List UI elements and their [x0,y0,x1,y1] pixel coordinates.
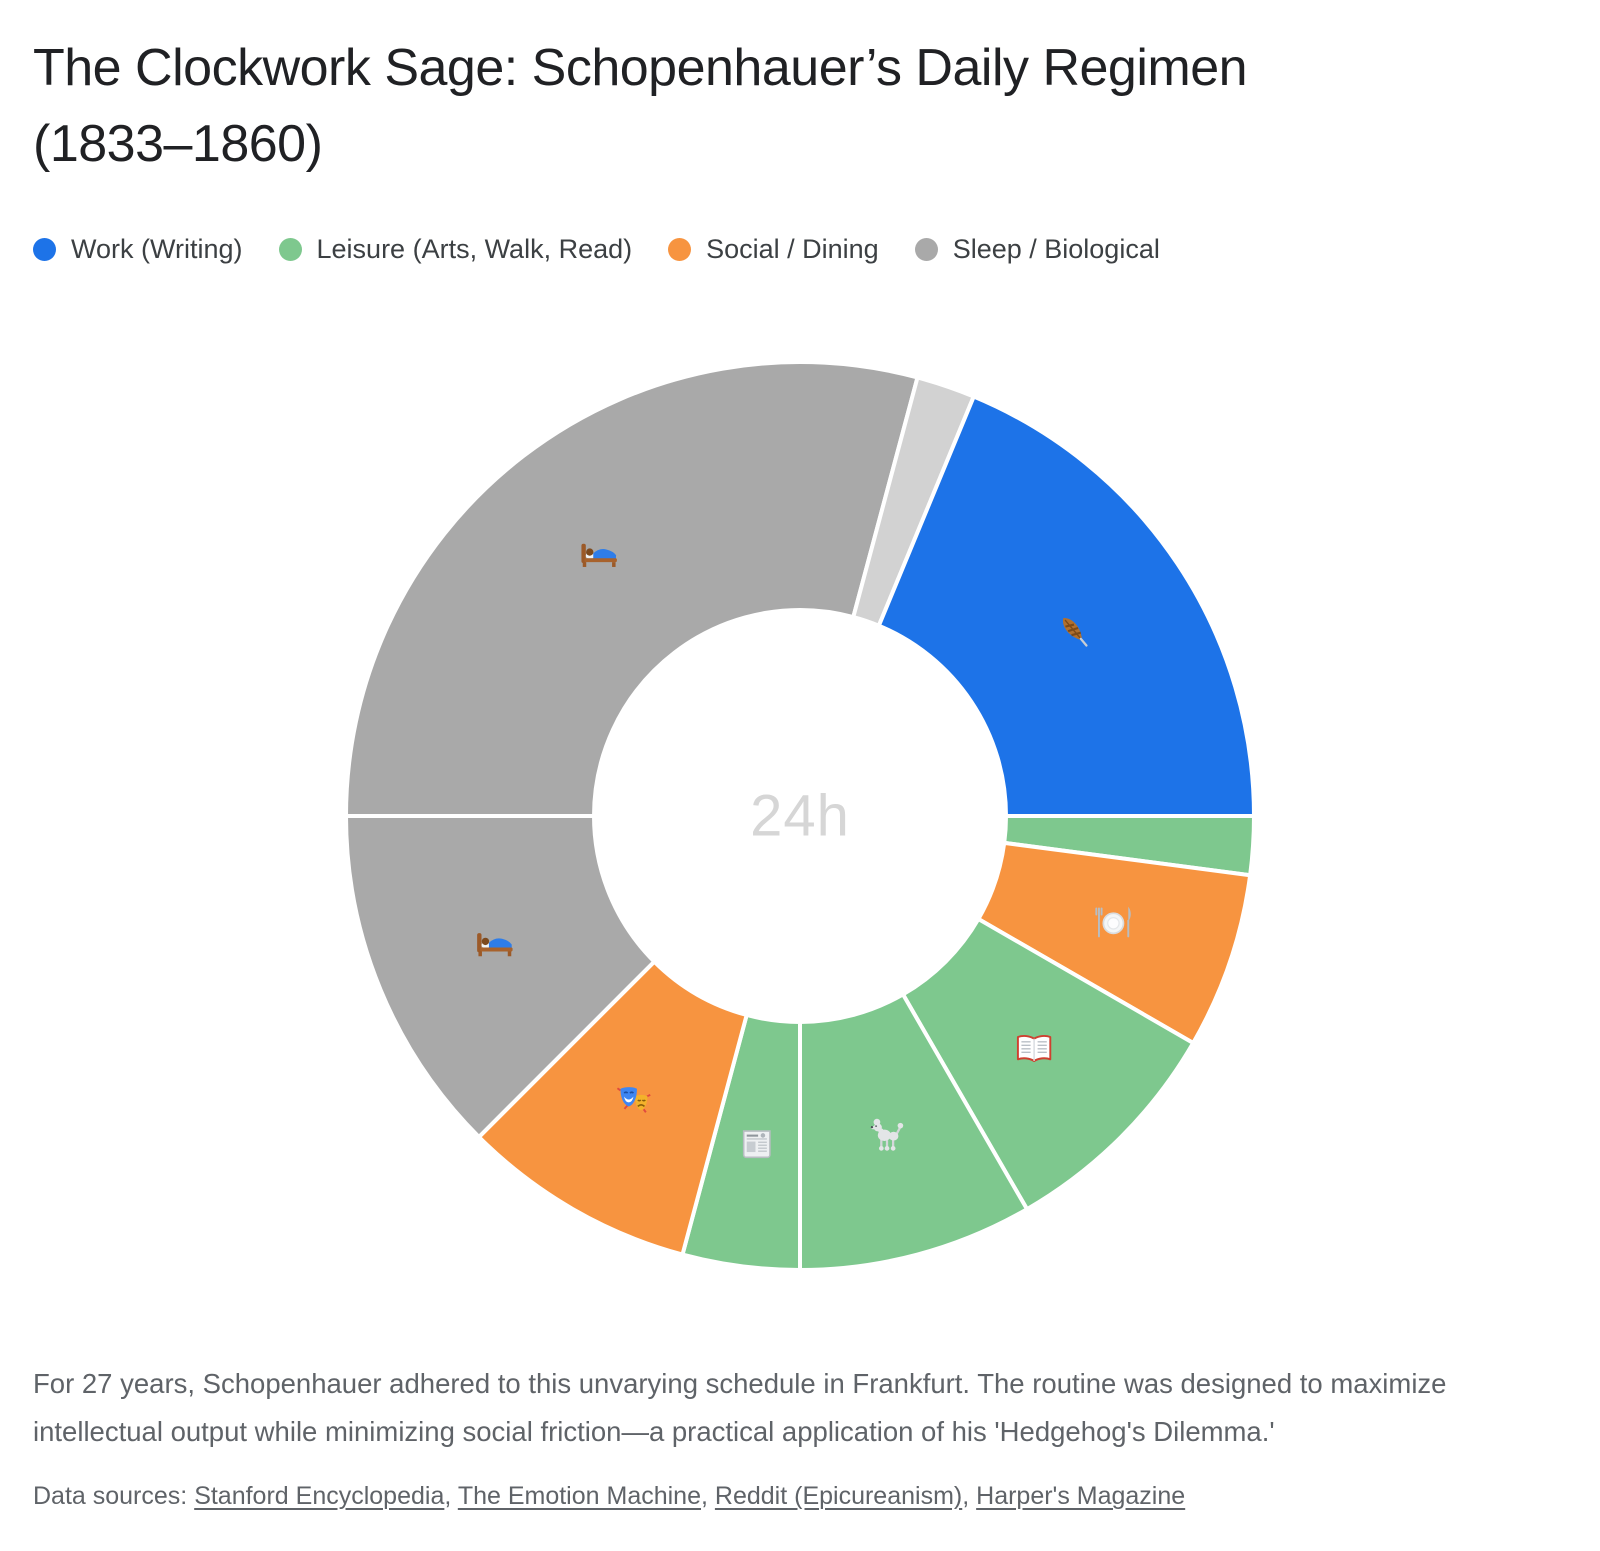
chart-segment-theatre-social[interactable] [476,959,749,1257]
chart-description: For 27 years, Schopenhauer adhered to th… [33,1368,1447,1447]
chart-segment-sleep-evening[interactable] [344,814,657,1140]
source-link-2[interactable]: Reddit (Epicureanism) [714,1482,963,1510]
source-link-3[interactable]: Harper's Magazine [976,1482,1186,1510]
legend-item-2[interactable]: Social / Dining [668,234,879,265]
data-sources-prefix: Data sources: [33,1482,195,1510]
legend-dot-icon [278,238,302,261]
legend-item-label: Work (Writing) [71,234,243,264]
chart-segment-writing[interactable] [876,394,1256,818]
legend-item-label: Social / Dining [706,234,879,264]
legend-dot-icon [668,238,692,261]
newspaper-icon [742,1130,771,1159]
chart-segment-dining[interactable] [976,840,1253,1045]
legend-dot-icon [33,238,56,261]
data-sources-line: Data sources: Stanford Encyclopedia, The… [33,1482,1593,1511]
legend-item-label: Leisure (Arts, Walk, Read) [316,234,633,264]
source-link-1[interactable]: The Emotion Machine [457,1482,701,1510]
chart-segment-walk[interactable] [798,992,1029,1272]
legend: Work (Writing) Leisure (Arts, Walk, Read)… [33,234,1160,265]
open-book-icon [1016,1034,1052,1062]
data-sources-links: Stanford Encyclopedia, The Emotion Machi… [194,1482,1186,1510]
chart-center-total-label: 24h [750,783,850,849]
legend-item-label: Sleep / Biological [952,234,1160,264]
chart-segment-reading[interactable] [901,917,1196,1212]
legend-item-1[interactable]: Leisure (Arts, Walk, Read) [278,234,633,265]
legend-dot-icon [914,238,938,261]
legend-item-3[interactable]: Sleep / Biological [914,234,1160,265]
source-link-0[interactable]: Stanford Encyclopedia [194,1482,445,1510]
legend-item-0[interactable]: Work (Writing) [33,234,243,265]
chart-segment-sleep-night[interactable] [344,360,920,818]
page-title: The Clockwork Sage: Schopenhauer’s Daily… [33,39,1248,173]
